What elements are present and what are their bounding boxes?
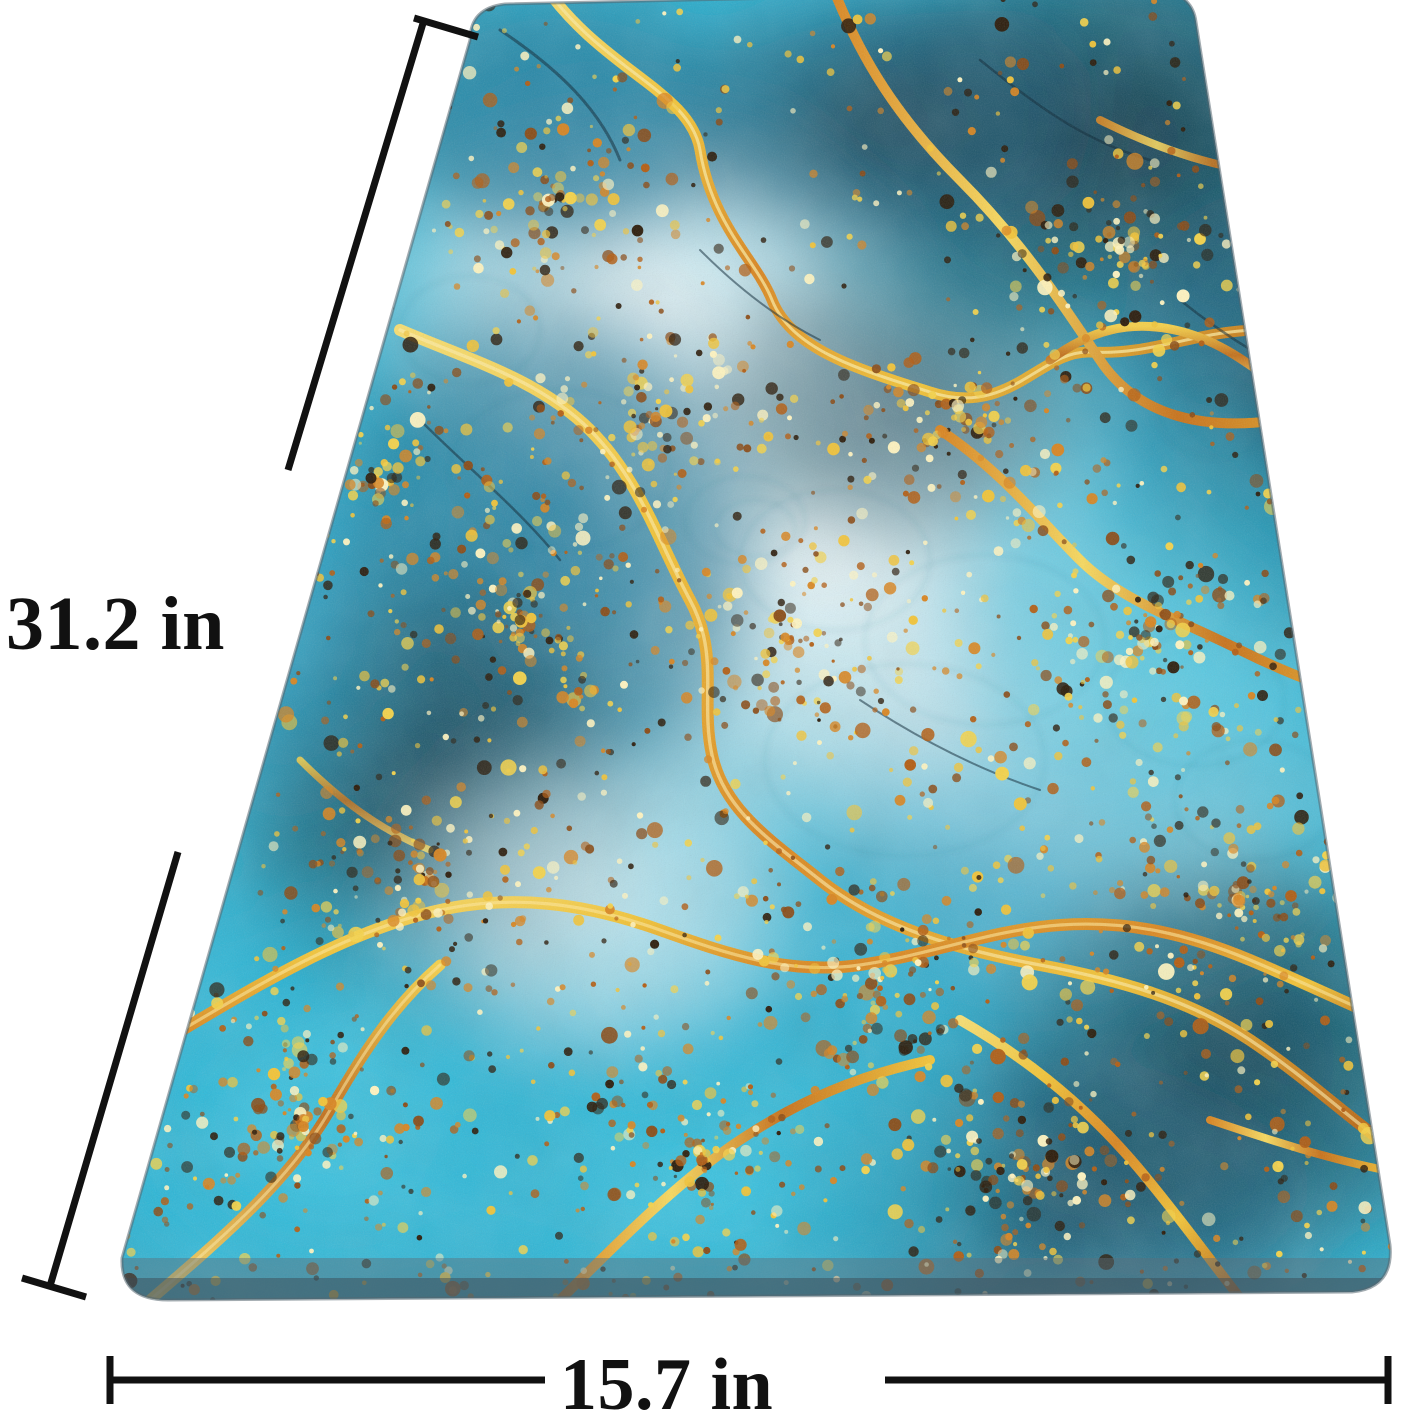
height-dimension-label: 31.2 in xyxy=(6,582,225,666)
dimension-annotations xyxy=(21,14,1392,1404)
height-line-lower xyxy=(46,851,182,1287)
height-cap-bottom xyxy=(21,1274,87,1301)
width-dimension-label: 15.7 in xyxy=(560,1344,774,1410)
mat-outline xyxy=(120,0,1392,1302)
height-cap-top xyxy=(413,14,479,41)
height-line-upper xyxy=(284,18,428,472)
